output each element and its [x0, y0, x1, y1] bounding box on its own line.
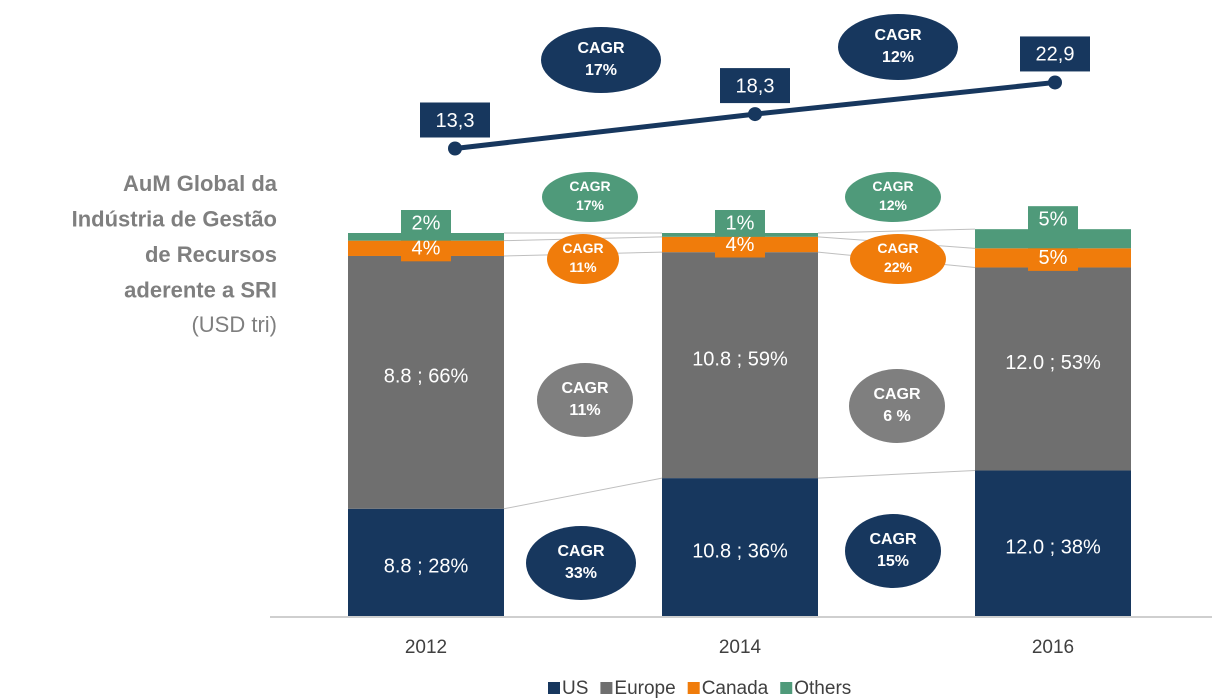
connector — [503, 477, 663, 510]
data-label: 12.0 ; 53% — [1005, 352, 1101, 374]
x-tick-label: 2014 — [719, 637, 762, 658]
cagr-text: 22% — [884, 259, 913, 275]
total-label-box — [420, 102, 490, 138]
data-label: 8.8 ; 28% — [384, 556, 469, 578]
data-label: 10.8 ; 59% — [692, 348, 788, 370]
connector — [817, 228, 976, 234]
cagr-text: CAGR — [577, 40, 625, 57]
total-label: 13,3 — [436, 110, 475, 132]
cagr-text: CAGR — [869, 531, 917, 548]
data-label: 5% — [1039, 247, 1068, 269]
cagr-badge — [542, 172, 638, 222]
bar-segment — [975, 267, 1131, 471]
cagr-text: 12% — [879, 197, 908, 213]
data-label-box — [401, 210, 451, 236]
legend-swatch — [687, 682, 700, 694]
cagr-text: 6 % — [883, 408, 911, 425]
cagr-badge — [537, 363, 633, 437]
legend-label: US — [562, 678, 588, 699]
cagr-badge — [849, 369, 945, 443]
data-label-box — [1028, 244, 1078, 271]
bar-segment — [662, 478, 818, 616]
data-label: 8.8 ; 66% — [384, 366, 469, 388]
cagr-badge — [845, 172, 941, 222]
bar-segment — [348, 233, 504, 241]
data-label: 10.8 ; 36% — [692, 540, 788, 562]
legend-label: Others — [794, 678, 851, 699]
cagr-badge — [547, 234, 619, 284]
chart-title: aderente a SRI — [124, 277, 277, 302]
chart-title: de Recursos — [145, 242, 277, 267]
cagr-text: 11% — [569, 259, 597, 275]
cagr-text: CAGR — [557, 543, 605, 560]
cagr-text: CAGR — [561, 380, 609, 397]
connector — [817, 469, 976, 479]
data-label: 1% — [726, 212, 755, 234]
cagr-text: CAGR — [873, 386, 921, 403]
cagr-text: 12% — [882, 49, 914, 66]
x-tick-label: 2012 — [405, 637, 447, 658]
bar-segment — [348, 508, 504, 616]
bar-segment — [662, 252, 818, 479]
cagr-text: 11% — [569, 402, 600, 419]
cagr-text: 33% — [565, 565, 597, 582]
chart-subtitle: (USD tri) — [191, 312, 277, 337]
bar-segment — [975, 470, 1131, 616]
total-point — [448, 141, 462, 156]
legend-label: Canada — [702, 678, 769, 699]
cagr-badge — [526, 526, 636, 600]
cagr-badge — [850, 234, 946, 284]
cagr-badge — [541, 27, 661, 93]
legend-swatch — [780, 682, 793, 694]
total-label-box — [720, 68, 790, 104]
data-label-box — [1028, 206, 1078, 233]
total-label: 18,3 — [736, 75, 775, 97]
legend-swatch — [600, 682, 613, 694]
cagr-text: CAGR — [569, 178, 610, 194]
legend-label: Europe — [614, 678, 675, 699]
cagr-text: CAGR — [877, 240, 918, 256]
cagr-text: 17% — [576, 197, 605, 213]
data-label: 4% — [412, 238, 441, 260]
cagr-text: CAGR — [872, 178, 913, 194]
data-label: 4% — [726, 234, 755, 256]
data-label: 12.0 ; 38% — [1005, 537, 1101, 559]
cagr-text: 17% — [585, 62, 617, 79]
chart-title: Indústria de Gestão — [72, 206, 277, 231]
cagr-badge — [838, 14, 958, 80]
cagr-text: CAGR — [562, 240, 603, 256]
chart-title: AuM Global da — [123, 171, 278, 196]
bar-segment — [348, 255, 504, 509]
legend-swatch — [548, 682, 560, 694]
data-label: 2% — [412, 212, 441, 234]
total-point — [1048, 75, 1062, 90]
x-tick-label: 2016 — [1032, 637, 1074, 658]
cagr-badge — [845, 514, 941, 588]
data-label: 5% — [1039, 208, 1068, 230]
data-label-box — [715, 210, 765, 236]
total-label: 22,9 — [1036, 44, 1075, 66]
total-label-box — [1020, 36, 1090, 72]
cagr-text: 15% — [877, 553, 909, 570]
bar-segment — [975, 229, 1131, 249]
cagr-text: CAGR — [874, 27, 922, 44]
total-point — [748, 107, 762, 122]
